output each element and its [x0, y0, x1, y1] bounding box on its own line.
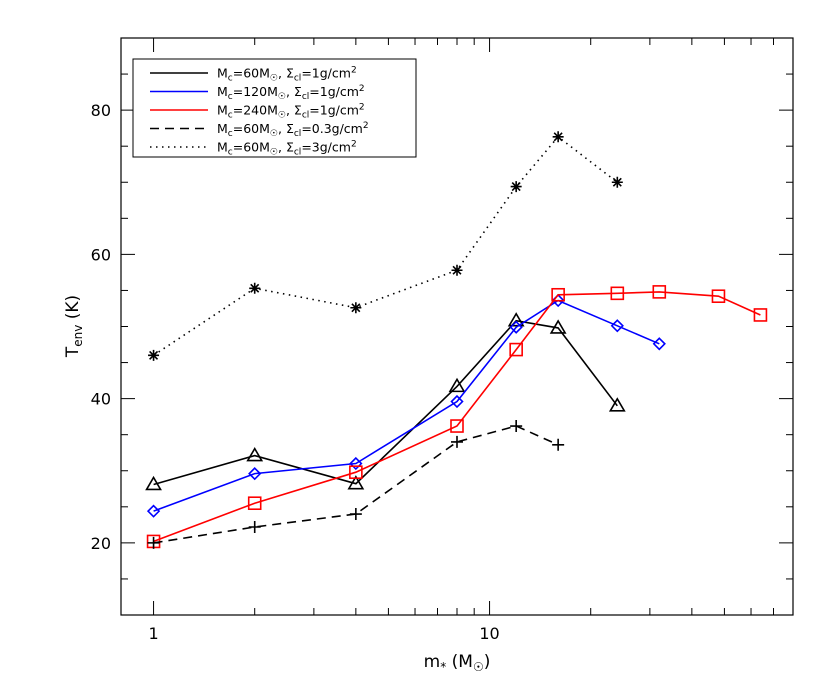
legend-label: Mc=120M☉, Σcl=1g/cm2 [217, 84, 365, 102]
series-line [153, 319, 618, 486]
square-marker [652, 285, 667, 299]
series-3 [147, 420, 565, 549]
plus-marker [147, 536, 160, 549]
plus-marker [552, 438, 565, 451]
legend-label: Mc=240M☉, Σcl=1g/cm2 [217, 103, 365, 121]
square-marker [349, 465, 363, 479]
y-tick-label: 80 [91, 101, 111, 120]
axis-ticks [121, 37, 793, 616]
legend-label: Mc=60M☉, Σcl=1g/cm2 [217, 66, 357, 84]
triangle-marker [608, 397, 626, 412]
diamond-marker [610, 319, 624, 333]
square-marker [450, 419, 464, 433]
plus-marker [349, 508, 362, 521]
diamond-marker [146, 504, 161, 518]
plus-marker [510, 420, 523, 433]
asterisk-marker [249, 282, 261, 294]
series-2 [146, 285, 768, 549]
x-axis-label: m* (M☉) [424, 652, 491, 674]
square-marker [711, 289, 726, 304]
diamond-marker [450, 394, 464, 409]
asterisk-marker [451, 264, 463, 276]
plus-marker [451, 435, 463, 448]
diamond-marker [652, 337, 666, 351]
series-line [153, 299, 660, 512]
square-marker [610, 286, 625, 301]
series-line [153, 425, 559, 544]
diamond-marker [248, 467, 262, 481]
series-0 [145, 312, 626, 491]
y-tick-label: 20 [91, 534, 111, 553]
series-line [153, 291, 761, 543]
triangle-marker [246, 447, 264, 462]
legend-label: Mc=60M☉, Σcl=3g/cm2 [217, 140, 357, 158]
square-marker [753, 308, 768, 322]
triangle-marker [507, 312, 525, 327]
y-tick-label: 40 [91, 390, 111, 409]
asterisk-marker [148, 349, 160, 361]
triangle-marker [549, 319, 567, 334]
square-marker [551, 287, 565, 302]
asterisk-marker [350, 302, 362, 314]
x-tick-label: 10 [479, 624, 499, 643]
series-4 [148, 131, 623, 361]
triangle-marker [347, 475, 365, 490]
y-tick-label: 60 [91, 245, 111, 264]
triangle-marker [448, 377, 466, 393]
square-marker [509, 342, 523, 357]
series-line [153, 135, 618, 356]
series-1 [146, 293, 666, 518]
square-marker [247, 496, 262, 511]
diamond-marker [509, 320, 523, 334]
legend-box [132, 58, 417, 158]
diamond-marker [349, 456, 363, 471]
asterisk-marker [611, 176, 623, 188]
plus-marker [248, 521, 261, 534]
asterisk-marker [552, 131, 564, 143]
series-layer [145, 131, 768, 549]
axis-tick-labels: 1 10 20 40 60 80 [91, 101, 500, 643]
triangle-marker [145, 475, 162, 491]
y-axis-label: Tenv (K) [63, 295, 85, 358]
legend-label: Mc=60M☉, Σcl=0.3g/cm2 [217, 121, 369, 139]
x-tick-label: 1 [148, 624, 158, 643]
asterisk-marker [510, 181, 522, 193]
